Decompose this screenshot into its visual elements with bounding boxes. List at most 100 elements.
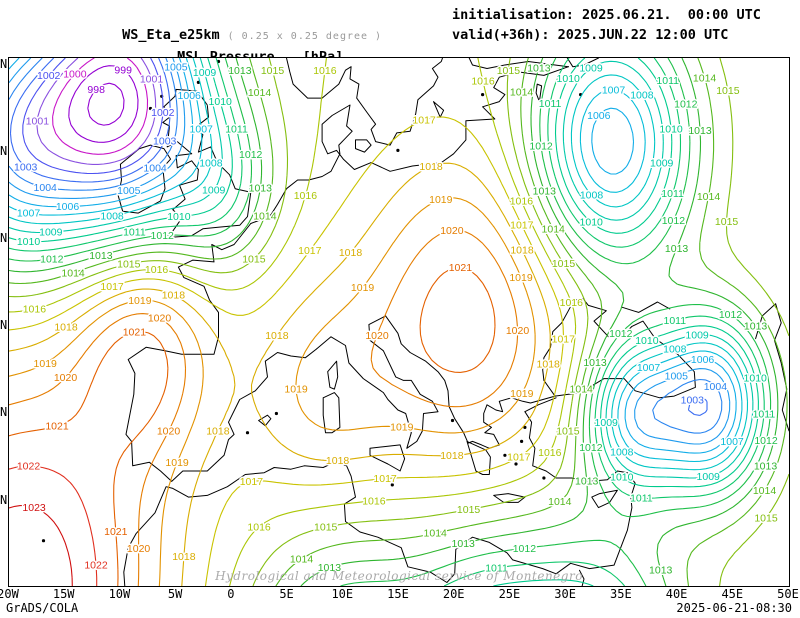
coastline bbox=[621, 301, 671, 313]
isobar-1022 bbox=[9, 465, 98, 586]
isobar-label: 1015 bbox=[261, 65, 285, 77]
isobar-label: 1013 bbox=[527, 63, 551, 75]
isobar-label: 1018 bbox=[265, 330, 289, 342]
isobar-label: 1003 bbox=[681, 395, 705, 407]
coastline bbox=[433, 101, 445, 118]
isobar-label: 998 bbox=[87, 84, 105, 96]
isobar-label: 1018 bbox=[326, 455, 350, 467]
isobar-1021 bbox=[9, 266, 496, 586]
isobar-1011 bbox=[9, 58, 765, 586]
run-times-block: initialisation: 2025.06.21. 00:00 UTC va… bbox=[452, 5, 761, 45]
y-tick-label: N bbox=[0, 56, 8, 71]
isobar-1013 bbox=[9, 58, 779, 586]
isobar-label: 1020 bbox=[365, 330, 389, 342]
isobar-label: 1014 bbox=[290, 554, 314, 566]
isobar-label: 1021 bbox=[104, 526, 128, 538]
isobar-label: 1023 bbox=[22, 502, 46, 514]
isobar-label: 1019 bbox=[128, 295, 152, 307]
isobar-label: 1011 bbox=[539, 98, 562, 110]
isobar-label: 1013 bbox=[249, 182, 273, 194]
isobar-label: 1006 bbox=[587, 110, 611, 122]
isobar-label: 1016 bbox=[313, 65, 337, 77]
isobar-label: 1010 bbox=[557, 73, 581, 85]
isobar-label: 1018 bbox=[537, 358, 561, 370]
y-tick-label: N bbox=[0, 492, 8, 507]
isobar-label: 1018 bbox=[172, 551, 196, 563]
coastline bbox=[162, 88, 252, 238]
isobar-1000 bbox=[52, 58, 149, 155]
isobar-label: 1012 bbox=[662, 215, 686, 227]
isobar-label: 1011 bbox=[664, 315, 687, 327]
isobar-label: 1021 bbox=[123, 327, 147, 339]
x-tick-label: 5E bbox=[279, 587, 294, 601]
isobar-1020 bbox=[9, 229, 519, 586]
isobar-label: 1021 bbox=[449, 262, 473, 274]
x-tick-label: 5W bbox=[167, 587, 183, 601]
isobar-label: 1016 bbox=[560, 297, 584, 309]
isobar-label: 1016 bbox=[538, 447, 562, 459]
isobar-1003 bbox=[9, 58, 708, 416]
island-dot bbox=[245, 431, 250, 435]
isobar-label: 1014 bbox=[548, 496, 572, 508]
isobar-label: 1008 bbox=[610, 447, 634, 459]
isobar-label: 1005 bbox=[117, 185, 141, 197]
coastline bbox=[542, 298, 696, 399]
isobar-label: 1016 bbox=[294, 190, 318, 202]
isobar-label: 1020 bbox=[440, 225, 464, 237]
coastline bbox=[316, 315, 439, 449]
isobar-label: 1013 bbox=[583, 357, 607, 369]
isobar-label: 1010 bbox=[744, 373, 768, 385]
isobar-label: 1022 bbox=[17, 461, 41, 473]
isobar-label: 1013 bbox=[228, 65, 252, 77]
isobar-label: 1020 bbox=[54, 372, 78, 384]
isobar-label: 1010 bbox=[209, 96, 233, 108]
isobar-label: 1017 bbox=[240, 476, 264, 488]
isobar-label: 1012 bbox=[674, 99, 698, 111]
model-name: WS_Eta_e25km bbox=[122, 27, 220, 43]
isobar-label: 1012 bbox=[151, 230, 175, 242]
isobar-label: 1008 bbox=[580, 189, 604, 201]
isobar-label: 1014 bbox=[248, 87, 272, 99]
isobar-label: 1019 bbox=[165, 457, 189, 469]
isobar-label: 1008 bbox=[630, 90, 654, 102]
isobar-label: 1009 bbox=[595, 417, 619, 429]
isobar-label: 1017 bbox=[552, 333, 576, 345]
isobar-label: 1013 bbox=[754, 460, 778, 472]
isobar-label: 1007 bbox=[17, 208, 41, 220]
isobar-1005 bbox=[9, 58, 731, 445]
isobar-label: 1009 bbox=[39, 227, 63, 239]
island-dot bbox=[450, 418, 455, 423]
isobar-label: 1018 bbox=[339, 247, 363, 259]
isobar-label: 1018 bbox=[162, 290, 186, 302]
island-dot bbox=[481, 93, 485, 97]
isobar-label: 1007 bbox=[637, 362, 661, 374]
isobar-label: 1015 bbox=[242, 254, 266, 266]
isobar-1010 bbox=[9, 58, 759, 586]
isobar-label: 1011 bbox=[656, 75, 679, 87]
isobar-label: 1015 bbox=[715, 216, 739, 228]
initialisation-time: initialisation: 2025.06.21. 00:00 UTC bbox=[452, 7, 761, 23]
coastline bbox=[250, 66, 569, 224]
isobar-label: 1001 bbox=[140, 74, 164, 86]
isobar-1004 bbox=[9, 58, 723, 434]
isobar-label: 1010 bbox=[610, 472, 634, 484]
isobar-label: 1017 bbox=[510, 220, 534, 232]
isobar-label: 999 bbox=[114, 64, 132, 76]
isobar-label: 1014 bbox=[570, 384, 594, 396]
isobar-label: 1014 bbox=[542, 223, 566, 235]
isobar-label: 1019 bbox=[509, 272, 533, 284]
coastline bbox=[258, 414, 272, 427]
isobar-label: 1016 bbox=[471, 76, 495, 88]
island-dot bbox=[542, 476, 546, 480]
y-axis-latitude-labels: N N N N N N bbox=[0, 0, 10, 618]
isobar-label: 1012 bbox=[239, 149, 263, 161]
isobar-label: 1018 bbox=[440, 450, 464, 462]
isobar-label: 1013 bbox=[318, 562, 342, 574]
grid-resolution-note: ( 0.25 x 0.25 degree ) bbox=[227, 31, 383, 42]
isobar-label: 1003 bbox=[14, 162, 38, 174]
isobar-label: 1006 bbox=[56, 201, 80, 213]
coastline bbox=[524, 397, 557, 413]
isobar-1017 bbox=[9, 116, 564, 586]
title-block: WS_Eta_e25km( 0.25 x 0.25 degree ) MSL P… bbox=[45, 5, 383, 65]
